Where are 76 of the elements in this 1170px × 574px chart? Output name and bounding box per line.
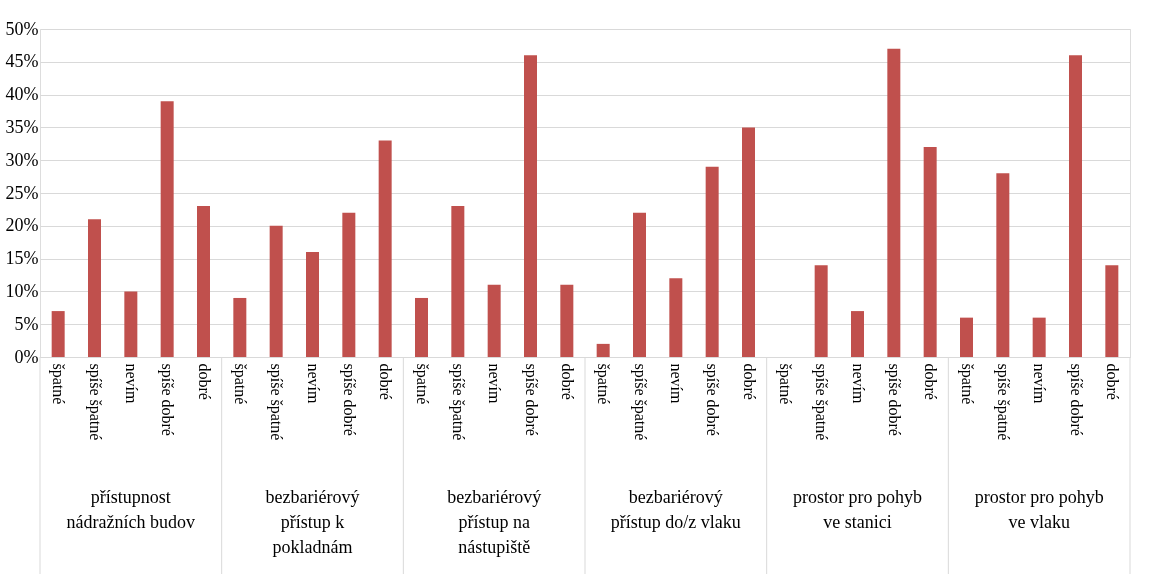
bar xyxy=(197,206,210,357)
text: prostor pro pohyb ve stanici xyxy=(793,487,922,532)
x-tick-label: nevím xyxy=(1031,363,1049,405)
x-tick-label: spíše dobré xyxy=(884,363,903,436)
x-tick-label: dobré xyxy=(558,363,576,400)
y-tick-label: 10% xyxy=(5,280,39,301)
bar xyxy=(306,252,319,357)
bar xyxy=(160,101,174,357)
x-tick-label: nevím xyxy=(486,363,504,405)
x-tick-label: spíše dobré xyxy=(1066,363,1085,436)
x-tick-label: spíše špatné xyxy=(85,363,104,441)
bar xyxy=(487,284,501,357)
x-tick-label: spíše špatné xyxy=(630,363,649,441)
x-tick-label: dobré xyxy=(377,363,395,400)
bar xyxy=(378,140,392,357)
y-tick-label: 20% xyxy=(5,215,39,236)
bar xyxy=(705,166,719,357)
x-tick-label: špatné xyxy=(230,363,249,405)
x-tick-label: spíše dobré xyxy=(703,363,722,436)
text: bezbariérový přístup k pokladnám xyxy=(265,487,360,557)
bar xyxy=(851,311,864,357)
text: bezbariérový přístup na nástupiště xyxy=(447,487,542,557)
y-tick-label: 5% xyxy=(14,313,39,334)
bar xyxy=(451,206,465,357)
x-tick-label: špatné xyxy=(957,363,976,405)
x-tick-label: špatné xyxy=(775,363,794,405)
bar xyxy=(742,127,755,357)
bar xyxy=(269,225,283,357)
bar xyxy=(596,343,610,357)
x-tick-label: nevím xyxy=(849,363,867,405)
bar xyxy=(1069,55,1082,357)
y-tick-label: 25% xyxy=(5,182,39,203)
bar xyxy=(233,297,247,357)
bar xyxy=(51,311,65,357)
x-tick-label: spíše špatné xyxy=(448,363,467,441)
x-tick-label: nevím xyxy=(122,363,140,405)
x-tick-label: dobré xyxy=(195,363,213,400)
bar xyxy=(996,173,1010,357)
bar xyxy=(342,212,356,357)
bar xyxy=(124,291,138,357)
y-tick-label: 50% xyxy=(5,18,39,39)
text: bezbariérový přístup do/z vlaku xyxy=(610,487,741,532)
bar xyxy=(1105,265,1119,357)
bar xyxy=(887,48,901,357)
x-tick-label: nevím xyxy=(667,363,685,405)
bar xyxy=(923,147,937,357)
bar xyxy=(88,219,101,357)
bar xyxy=(814,265,828,357)
x-tick-label: špatné xyxy=(594,363,613,405)
x-tick-label: dobré xyxy=(740,363,758,400)
x-tick-label: dobré xyxy=(922,363,940,400)
x-tick-label: spíše dobré xyxy=(521,363,540,436)
x-tick-label: spíše dobré xyxy=(339,363,358,436)
x-tick-label: dobré xyxy=(1103,363,1121,400)
text: přístupnost nádražních budov xyxy=(66,487,196,532)
bar xyxy=(633,212,646,357)
x-tick-label: spíše dobré xyxy=(158,363,177,436)
y-tick-label: 30% xyxy=(5,149,39,170)
bar xyxy=(1032,317,1046,357)
y-tick-label: 0% xyxy=(14,346,39,367)
x-tick-label: spíše špatné xyxy=(993,363,1012,441)
x-tick-label: spíše špatné xyxy=(267,363,286,441)
x-tick-label: špatné xyxy=(49,363,68,405)
y-tick-label: 15% xyxy=(5,248,39,269)
text: prostor pro pohyb ve vlaku xyxy=(974,487,1104,532)
x-tick-label: nevím xyxy=(304,363,322,405)
bar xyxy=(524,55,537,357)
x-tick-label: špatné xyxy=(412,363,431,405)
bar xyxy=(960,317,973,357)
y-tick-label: 40% xyxy=(5,84,39,105)
y-tick-label: 45% xyxy=(5,51,39,72)
x-tick-label: spíše špatné xyxy=(812,363,831,441)
bar xyxy=(669,278,683,357)
y-tick-label: 35% xyxy=(5,116,39,137)
bar xyxy=(560,284,574,357)
bar xyxy=(415,297,428,357)
